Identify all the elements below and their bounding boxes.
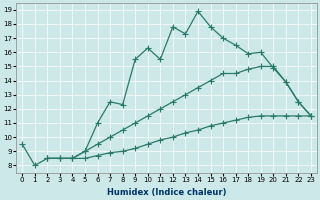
X-axis label: Humidex (Indice chaleur): Humidex (Indice chaleur) <box>107 188 226 197</box>
